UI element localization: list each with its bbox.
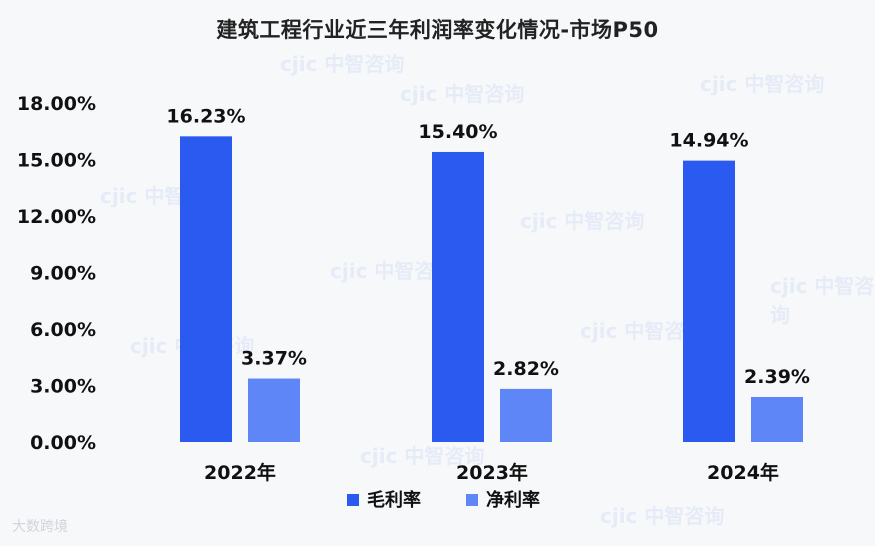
legend: 毛利率 净利率 — [347, 489, 540, 511]
x-category-label: 2022年 — [204, 461, 276, 484]
y-tick-label: 6.00% — [30, 319, 96, 341]
footer-mark: 大数跨境 — [12, 519, 68, 535]
y-tick-label: 15.00% — [17, 150, 96, 172]
legend-label: 净利率 — [486, 489, 540, 511]
legend-label: 毛利率 — [367, 489, 421, 511]
bar-gross — [683, 160, 735, 442]
data-label: 16.23% — [166, 105, 245, 127]
data-label: 2.82% — [493, 358, 559, 380]
x-axis: 2022年 2023年 2024年 — [204, 461, 779, 484]
data-label: 2.39% — [744, 366, 810, 388]
y-axis: 0.00% 3.00% 6.00% 9.00% 12.00% 15.00% 18.00% — [17, 93, 96, 454]
y-tick-label: 3.00% — [30, 376, 96, 398]
data-label: 14.94% — [669, 130, 748, 152]
bars: 16.23% 3.37% 15.40% 2.82% 14.94% 2.39% — [166, 105, 810, 442]
bar-gross — [180, 136, 232, 442]
data-label: 15.40% — [418, 121, 497, 143]
data-label: 3.37% — [241, 348, 307, 370]
x-category-label: 2024年 — [707, 461, 779, 484]
bar-net — [751, 396, 803, 442]
y-tick-label: 0.00% — [30, 432, 96, 454]
y-tick-label: 12.00% — [17, 206, 96, 228]
x-category-label: 2023年 — [456, 461, 528, 484]
y-tick-label: 9.00% — [30, 263, 96, 285]
bar-gross — [432, 151, 484, 442]
legend-swatch — [466, 494, 478, 506]
bar-net — [248, 378, 300, 442]
chart-title: 建筑工程行业近三年利润率变化情况-市场P50 — [216, 18, 659, 42]
y-tick-label: 18.00% — [17, 93, 96, 115]
bar-net — [500, 388, 552, 442]
legend-swatch — [347, 494, 359, 506]
